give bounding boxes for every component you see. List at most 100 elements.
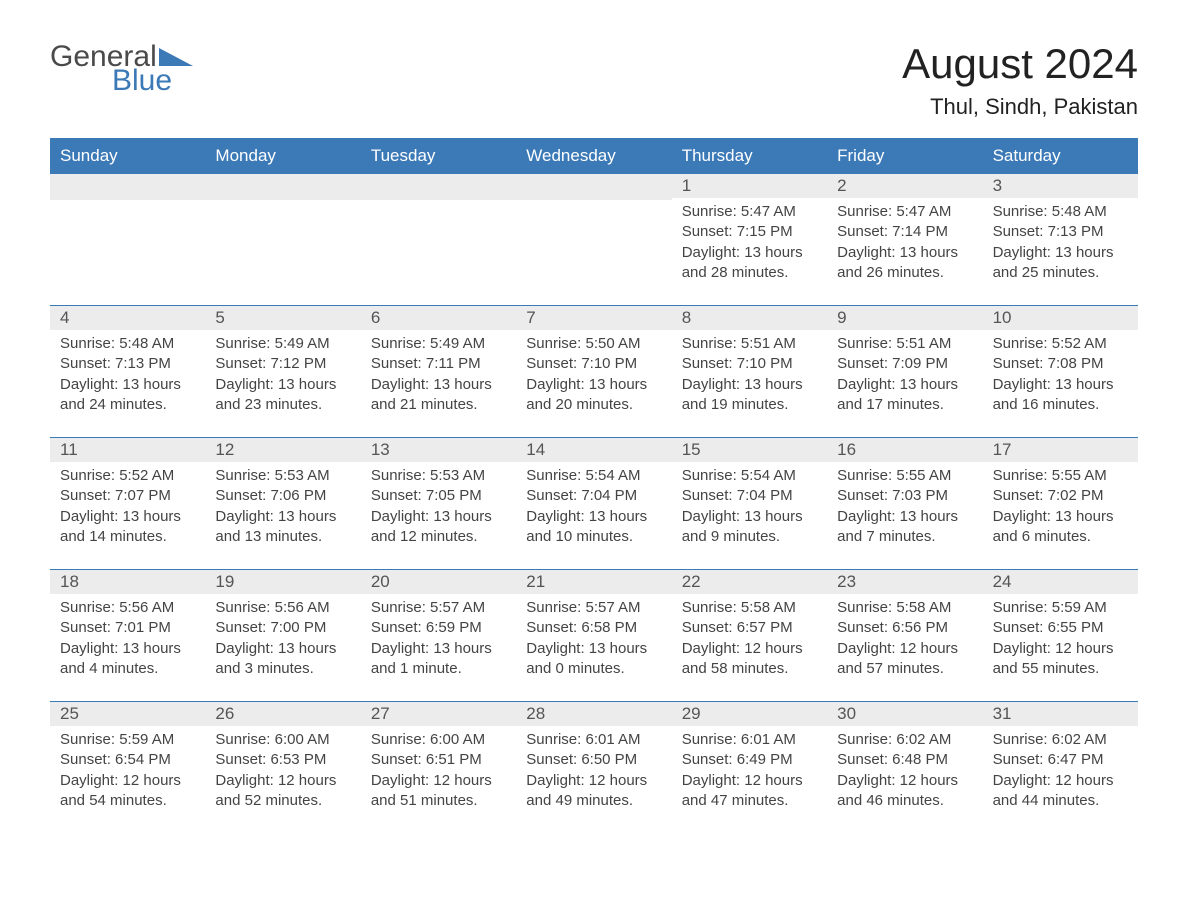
sunrise-text: Sunrise: 6:01 AM — [526, 730, 661, 750]
day-cell: 10Sunrise: 5:52 AMSunset: 7:08 PMDayligh… — [983, 306, 1138, 437]
day-cell — [205, 174, 360, 305]
day-number: 20 — [361, 570, 516, 594]
day-number: 30 — [827, 702, 982, 726]
day-cell: 13Sunrise: 5:53 AMSunset: 7:05 PMDayligh… — [361, 438, 516, 569]
day-cell: 19Sunrise: 5:56 AMSunset: 7:00 PMDayligh… — [205, 570, 360, 701]
weekday-header: Friday — [827, 138, 982, 174]
day-cell: 2Sunrise: 5:47 AMSunset: 7:14 PMDaylight… — [827, 174, 982, 305]
sunrise-text: Sunrise: 5:55 AM — [837, 466, 972, 486]
sunset-text: Sunset: 6:59 PM — [371, 618, 506, 638]
day-cell: 14Sunrise: 5:54 AMSunset: 7:04 PMDayligh… — [516, 438, 671, 569]
sunrise-text: Sunrise: 5:57 AM — [526, 598, 661, 618]
sunrise-text: Sunrise: 6:00 AM — [215, 730, 350, 750]
sunrise-text: Sunrise: 6:00 AM — [371, 730, 506, 750]
page-title: August 2024 — [902, 40, 1138, 88]
daylight-text: Daylight: 12 hours and 46 minutes. — [837, 771, 972, 812]
day-cell: 27Sunrise: 6:00 AMSunset: 6:51 PMDayligh… — [361, 702, 516, 833]
day-content: Sunrise: 5:58 AMSunset: 6:56 PMDaylight:… — [827, 594, 982, 679]
sunrise-text: Sunrise: 5:49 AM — [371, 334, 506, 354]
day-cell: 20Sunrise: 5:57 AMSunset: 6:59 PMDayligh… — [361, 570, 516, 701]
day-cell: 3Sunrise: 5:48 AMSunset: 7:13 PMDaylight… — [983, 174, 1138, 305]
day-number: 31 — [983, 702, 1138, 726]
daylight-text: Daylight: 13 hours and 3 minutes. — [215, 639, 350, 680]
daylight-text: Daylight: 13 hours and 24 minutes. — [60, 375, 195, 416]
sunset-text: Sunset: 7:13 PM — [993, 222, 1128, 242]
sunrise-text: Sunrise: 5:53 AM — [215, 466, 350, 486]
daylight-text: Daylight: 13 hours and 6 minutes. — [993, 507, 1128, 548]
day-content: Sunrise: 5:54 AMSunset: 7:04 PMDaylight:… — [672, 462, 827, 547]
sunset-text: Sunset: 7:01 PM — [60, 618, 195, 638]
day-number: 6 — [361, 306, 516, 330]
daylight-text: Daylight: 12 hours and 47 minutes. — [682, 771, 817, 812]
daylight-text: Daylight: 13 hours and 10 minutes. — [526, 507, 661, 548]
day-cell — [50, 174, 205, 305]
day-content: Sunrise: 5:51 AMSunset: 7:10 PMDaylight:… — [672, 330, 827, 415]
day-content: Sunrise: 5:48 AMSunset: 7:13 PMDaylight:… — [983, 198, 1138, 283]
day-number: 2 — [827, 174, 982, 198]
sunrise-text: Sunrise: 6:02 AM — [993, 730, 1128, 750]
sunset-text: Sunset: 7:00 PM — [215, 618, 350, 638]
logo-text-blue: Blue — [112, 64, 193, 98]
sunrise-text: Sunrise: 5:56 AM — [60, 598, 195, 618]
day-number: 8 — [672, 306, 827, 330]
day-cell: 6Sunrise: 5:49 AMSunset: 7:11 PMDaylight… — [361, 306, 516, 437]
week-row: 1Sunrise: 5:47 AMSunset: 7:15 PMDaylight… — [50, 174, 1138, 305]
day-number: 10 — [983, 306, 1138, 330]
daylight-text: Daylight: 13 hours and 4 minutes. — [60, 639, 195, 680]
daylight-text: Daylight: 12 hours and 52 minutes. — [215, 771, 350, 812]
sunset-text: Sunset: 6:57 PM — [682, 618, 817, 638]
day-number: 12 — [205, 438, 360, 462]
sunrise-text: Sunrise: 5:52 AM — [993, 334, 1128, 354]
weekday-header: Thursday — [672, 138, 827, 174]
day-content: Sunrise: 5:59 AMSunset: 6:55 PMDaylight:… — [983, 594, 1138, 679]
day-cell: 17Sunrise: 5:55 AMSunset: 7:02 PMDayligh… — [983, 438, 1138, 569]
day-number: 11 — [50, 438, 205, 462]
day-number: 18 — [50, 570, 205, 594]
daylight-text: Daylight: 12 hours and 55 minutes. — [993, 639, 1128, 680]
day-cell: 9Sunrise: 5:51 AMSunset: 7:09 PMDaylight… — [827, 306, 982, 437]
sunrise-text: Sunrise: 5:59 AM — [60, 730, 195, 750]
day-content: Sunrise: 5:54 AMSunset: 7:04 PMDaylight:… — [516, 462, 671, 547]
day-cell: 18 Sunrise: 5:56 AMSunset: 7:01 PMDayligh… — [50, 570, 205, 701]
day-content: Sunrise: 6:02 AMSunset: 6:47 PMDaylight:… — [983, 726, 1138, 811]
day-cell — [516, 174, 671, 305]
daylight-text: Daylight: 12 hours and 57 minutes. — [837, 639, 972, 680]
day-cell: 22Sunrise: 5:58 AMSunset: 6:57 PMDayligh… — [672, 570, 827, 701]
logo: General Blue — [50, 40, 193, 98]
sunset-text: Sunset: 7:15 PM — [682, 222, 817, 242]
day-number: 22 — [672, 570, 827, 594]
sunrise-text: Sunrise: 5:51 AM — [682, 334, 817, 354]
sunset-text: Sunset: 7:04 PM — [682, 486, 817, 506]
daylight-text: Daylight: 12 hours and 44 minutes. — [993, 771, 1128, 812]
day-content: Sunrise: 6:00 AMSunset: 6:53 PMDaylight:… — [205, 726, 360, 811]
daylight-text: Daylight: 13 hours and 26 minutes. — [837, 243, 972, 284]
day-number: 29 — [672, 702, 827, 726]
sunrise-text: Sunrise: 5:53 AM — [371, 466, 506, 486]
sunset-text: Sunset: 6:58 PM — [526, 618, 661, 638]
sunset-text: Sunset: 7:05 PM — [371, 486, 506, 506]
weekday-header: Sunday — [50, 138, 205, 174]
day-number: 25 — [50, 702, 205, 726]
day-content: Sunrise: 5:52 AMSunset: 7:07 PMDaylight:… — [50, 462, 205, 547]
sunset-text: Sunset: 7:07 PM — [60, 486, 195, 506]
sunrise-text: Sunrise: 5:48 AM — [993, 202, 1128, 222]
daylight-text: Daylight: 13 hours and 1 minute. — [371, 639, 506, 680]
day-cell: 30Sunrise: 6:02 AMSunset: 6:48 PMDayligh… — [827, 702, 982, 833]
daylight-text: Daylight: 13 hours and 12 minutes. — [371, 507, 506, 548]
day-number: 24 — [983, 570, 1138, 594]
day-number: 28 — [516, 702, 671, 726]
day-number — [50, 174, 205, 200]
day-cell: 12Sunrise: 5:53 AMSunset: 7:06 PMDayligh… — [205, 438, 360, 569]
sunrise-text: Sunrise: 5:49 AM — [215, 334, 350, 354]
sunset-text: Sunset: 7:02 PM — [993, 486, 1128, 506]
day-number: 15 — [672, 438, 827, 462]
day-content: Sunrise: 5:53 AMSunset: 7:06 PMDaylight:… — [205, 462, 360, 547]
sunset-text: Sunset: 7:13 PM — [60, 354, 195, 374]
day-content: Sunrise: 6:02 AMSunset: 6:48 PMDaylight:… — [827, 726, 982, 811]
calendar: Sunday Monday Tuesday Wednesday Thursday… — [50, 138, 1138, 833]
weekday-header-row: Sunday Monday Tuesday Wednesday Thursday… — [50, 138, 1138, 174]
day-content: Sunrise: 5:58 AMSunset: 6:57 PMDaylight:… — [672, 594, 827, 679]
sunset-text: Sunset: 7:11 PM — [371, 354, 506, 374]
sunset-text: Sunset: 6:53 PM — [215, 750, 350, 770]
sunrise-text: Sunrise: 5:47 AM — [837, 202, 972, 222]
